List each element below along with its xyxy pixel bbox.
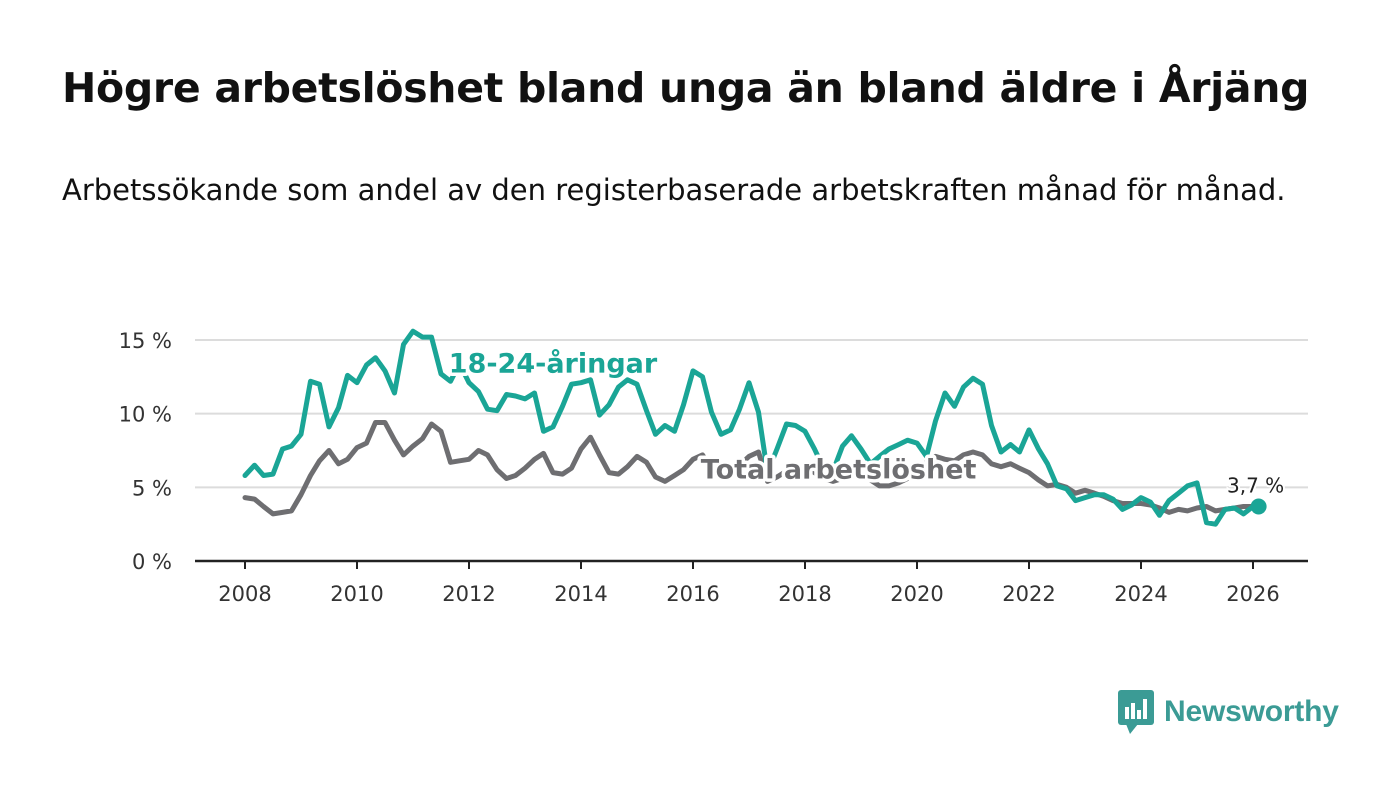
series-line-18-24 [242,328,1256,527]
series-layer [242,328,1256,527]
x-tick-label: 2012 [442,582,495,606]
brand-name: Newsworthy [1164,695,1339,728]
end-value-label: 3,7 % [1227,473,1284,497]
label-layer: Total arbetslöshet 18-24-åringar 3,7 % [445,344,1286,515]
x-tick-label: 2014 [554,582,607,606]
end-point-marker [1250,498,1267,515]
grid-layer [195,339,1308,489]
x-tick-label: 2020 [890,582,943,606]
chart-title: Högre arbetslöshet bland unga än bland ä… [62,64,1310,112]
x-tick-label: 2016 [666,582,719,606]
x-tick-label: 2022 [1002,582,1055,606]
x-tick-label: 2024 [1114,582,1167,606]
y-tick-label: 10 % [119,403,172,427]
axis-layer: 0 % 5 % 10 % 15 % 2008 2010 2012 2014 2016 2018 20… [119,329,1308,606]
newsworthy-logo: Newsworthy [1118,690,1339,734]
x-tick-label: 2008 [218,582,271,606]
series-label-total: Total arbetslöshet [701,454,977,485]
y-tick-label: 15 % [119,329,172,353]
x-tick-label: 2010 [330,582,383,606]
y-tick-label: 0 % [132,550,172,574]
x-tick-label: 2026 [1226,582,1279,606]
x-tick-label: 2018 [778,582,831,606]
series-line-total [242,420,1256,517]
bar-chart-speech-bubble-icon [1118,690,1154,734]
series-label-18-24: 18-24-åringar [449,347,658,379]
y-tick-label: 5 % [132,476,172,500]
chart-subtitle: Arbetssökande som andel av den registerb… [62,173,1286,207]
